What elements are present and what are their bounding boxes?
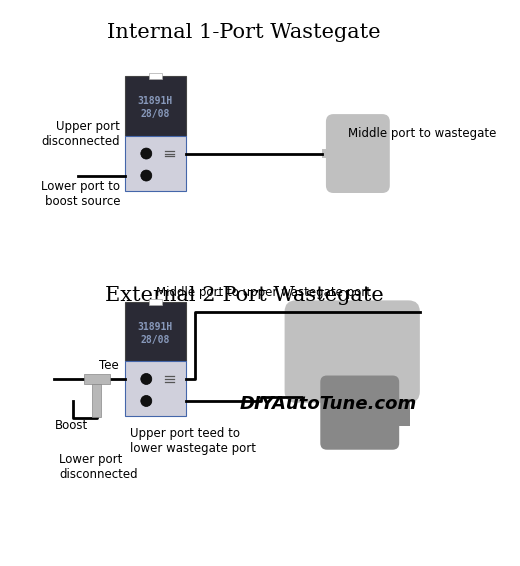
Bar (322, 149, 333, 158)
Text: DIYAutoTune.com: DIYAutoTune.com (240, 395, 417, 413)
Text: 28/08: 28/08 (141, 335, 170, 345)
Bar (125, 76, 186, 136)
Bar (149, 74, 162, 79)
Text: 31891H: 31891H (138, 96, 173, 106)
Circle shape (141, 148, 152, 159)
Bar (149, 299, 162, 305)
Text: External 2-Port Wastegate: External 2-Port Wastegate (105, 286, 384, 305)
Text: Lower port to
boost source: Lower port to boost source (41, 180, 120, 208)
Text: Middle port to wastegate: Middle port to wastegate (347, 127, 496, 140)
Bar (92, 384, 101, 417)
FancyBboxPatch shape (320, 375, 399, 450)
Bar (391, 400, 410, 426)
Text: Internal 1-Port Wastegate: Internal 1-Port Wastegate (108, 23, 381, 42)
Text: Upper port
disconnected: Upper port disconnected (42, 120, 120, 148)
Circle shape (141, 374, 152, 384)
Text: Tee: Tee (99, 359, 119, 372)
Text: Boost: Boost (55, 419, 88, 432)
Text: Upper port teed to
lower wastegate port: Upper port teed to lower wastegate port (129, 427, 256, 455)
Text: 31891H: 31891H (138, 322, 173, 332)
FancyBboxPatch shape (284, 301, 420, 403)
Bar (125, 136, 186, 191)
Text: Lower port
disconnected: Lower port disconnected (59, 453, 138, 481)
Bar (125, 361, 186, 417)
Circle shape (141, 170, 152, 181)
Bar (84, 374, 110, 384)
Bar (125, 302, 186, 361)
Text: Middle port to upper wastegate port: Middle port to upper wastegate port (156, 286, 371, 299)
Circle shape (141, 396, 152, 406)
Text: 28/08: 28/08 (141, 109, 170, 119)
FancyBboxPatch shape (326, 114, 390, 193)
